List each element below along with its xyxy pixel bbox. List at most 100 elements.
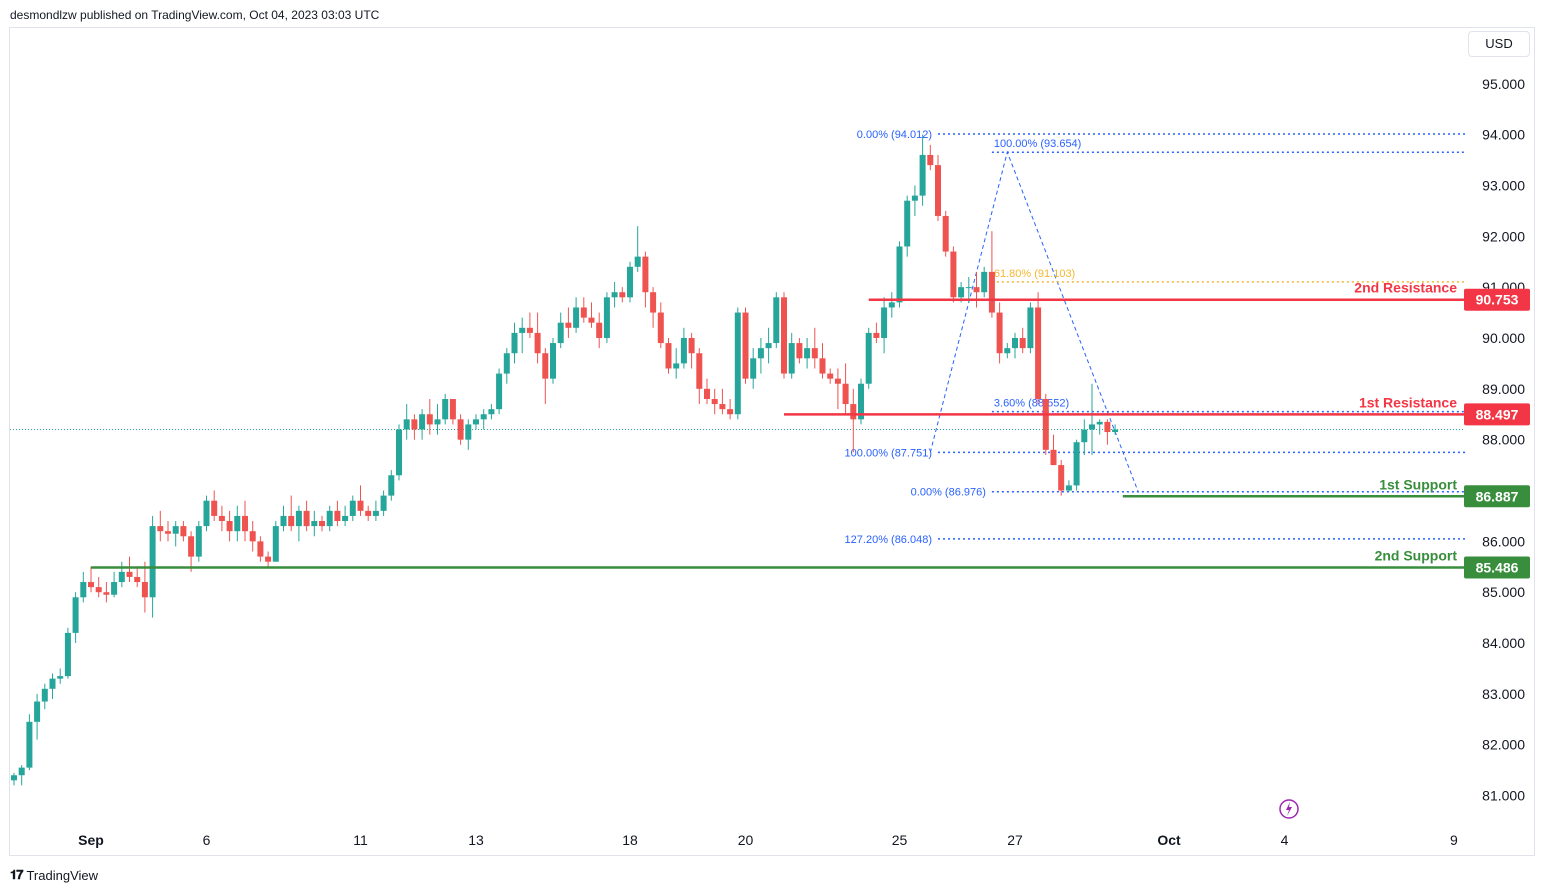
y-tick-label: 93.000 xyxy=(1482,177,1525,193)
candle-up xyxy=(473,419,479,425)
candle-up xyxy=(11,775,17,781)
x-tick-label: 4 xyxy=(1281,832,1289,848)
candle-down xyxy=(1035,307,1042,399)
candle-down xyxy=(942,215,949,252)
candle-down xyxy=(596,322,603,338)
candle-up xyxy=(64,632,71,677)
candle-down xyxy=(580,307,587,318)
candle-down xyxy=(95,587,102,593)
candle-down xyxy=(141,582,148,598)
candle-up xyxy=(1012,337,1018,349)
level-name-label: 1st Support xyxy=(1379,476,1457,492)
candle-up xyxy=(519,327,526,333)
y-tick-label: 86.000 xyxy=(1482,533,1525,549)
price-badge xyxy=(1464,288,1530,311)
candle-up xyxy=(1065,485,1072,491)
currency-selector[interactable]: USD xyxy=(1468,31,1530,57)
candle-down xyxy=(796,343,803,359)
candle-down xyxy=(781,297,787,374)
candle-up xyxy=(511,332,518,354)
candle-up xyxy=(788,343,795,374)
candle-up xyxy=(919,154,926,196)
x-tick-label: 9 xyxy=(1450,832,1458,848)
candle-up xyxy=(380,495,387,511)
candle-up xyxy=(488,409,495,415)
candle-down xyxy=(988,271,995,313)
candle-down xyxy=(526,327,533,333)
candle-up xyxy=(765,343,772,349)
candle-down xyxy=(927,154,934,166)
candle-up xyxy=(680,337,687,364)
candle-up xyxy=(280,515,287,527)
y-tick-label: 81.000 xyxy=(1482,788,1525,804)
fib-level-label: 0.00% (86.976) xyxy=(911,487,986,499)
candle-up xyxy=(203,500,210,527)
candle-down xyxy=(588,317,595,323)
candle-down xyxy=(242,515,248,532)
candle-up xyxy=(342,515,349,522)
candle-down xyxy=(619,292,626,298)
candle-up xyxy=(49,678,56,689)
level-name-label: 2nd Resistance xyxy=(1354,280,1457,296)
candle-up xyxy=(118,571,125,583)
level-name-label: 1st Resistance xyxy=(1359,394,1457,410)
candle-up xyxy=(1112,429,1119,433)
candle-down xyxy=(449,398,456,420)
fib-level-label: 61.80% (91.103) xyxy=(994,268,1075,280)
candle-down xyxy=(834,378,841,384)
candle-up xyxy=(195,526,202,557)
candle-down xyxy=(1058,465,1065,491)
candle-up xyxy=(326,510,333,527)
candle-down xyxy=(873,332,880,338)
y-tick-label: 90.000 xyxy=(1482,330,1525,346)
candle-up xyxy=(111,582,118,595)
candle-down xyxy=(319,521,325,527)
candle-down xyxy=(249,531,256,542)
footer: 𝟏𝟕 TradingView xyxy=(10,867,98,883)
y-tick-label: 89.000 xyxy=(1482,381,1525,397)
candle-down xyxy=(180,526,187,537)
y-tick-label: 94.000 xyxy=(1482,127,1525,143)
y-tick-label: 83.000 xyxy=(1482,686,1525,702)
candle-up xyxy=(149,526,156,598)
candle-up xyxy=(911,195,918,201)
price-badge xyxy=(1464,556,1530,579)
price-badge-label: 88.497 xyxy=(1476,406,1519,422)
footer-brand: TradingView xyxy=(26,867,99,883)
candle-up xyxy=(557,322,564,344)
x-tick-label: Sep xyxy=(78,832,104,848)
candle-down xyxy=(165,531,171,534)
candle-up xyxy=(550,343,556,379)
candle-down xyxy=(811,348,818,359)
candle-down xyxy=(711,398,718,405)
candle-down xyxy=(211,500,218,516)
candle-up xyxy=(396,429,402,476)
candle-up xyxy=(1027,307,1034,349)
candle-up xyxy=(734,312,741,415)
candle-down xyxy=(457,419,464,440)
candle-down xyxy=(1042,398,1049,450)
candle-down xyxy=(88,582,94,588)
fib-level-label: 3.60% (88.552) xyxy=(994,398,1069,410)
candle-down xyxy=(657,312,664,344)
candle-up xyxy=(888,302,895,308)
candle-up xyxy=(419,414,426,430)
candle-up xyxy=(603,297,610,338)
candle-down xyxy=(727,409,734,415)
candle-down xyxy=(357,500,364,511)
y-tick-label: 88.000 xyxy=(1482,432,1525,448)
tradingview-logo-icon: 𝟏𝟕 xyxy=(10,867,24,882)
candle-up xyxy=(858,383,864,420)
publisher-caption: desmondlzw published on TradingView.com,… xyxy=(10,8,380,22)
candle-up xyxy=(611,292,618,298)
x-tick-label: 11 xyxy=(353,832,368,848)
candle-up xyxy=(34,701,41,722)
candle-up xyxy=(896,246,903,303)
candle-down xyxy=(303,510,310,527)
candle-up xyxy=(1089,424,1095,430)
y-tick-label: 82.000 xyxy=(1482,737,1525,753)
candle-up xyxy=(26,721,33,768)
price-badge xyxy=(1464,485,1530,508)
candle-up xyxy=(573,307,580,328)
